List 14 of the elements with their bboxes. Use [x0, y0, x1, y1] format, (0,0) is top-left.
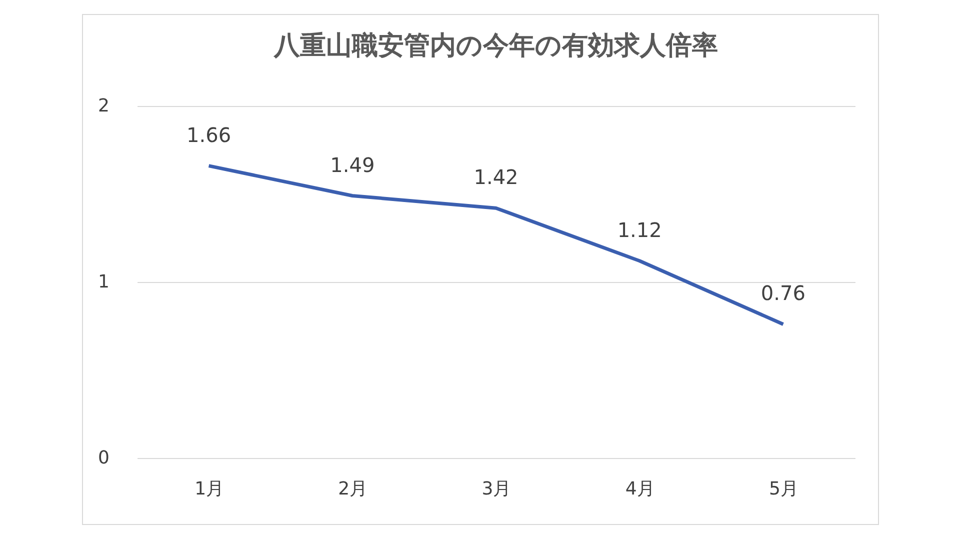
y-tick-label: 0 [98, 448, 110, 468]
chart-title: 八重山職安管内の今年の有効求人倍率 [273, 31, 718, 61]
x-tick-label: 4月 [625, 478, 655, 500]
data-label: 0.76 [760, 281, 806, 306]
x-tick-label: 5月 [768, 478, 798, 500]
data-label: 1.42 [474, 165, 518, 190]
x-tick-label: 2月 [338, 478, 368, 500]
data-label: 1.66 [186, 122, 232, 147]
x-tick-label: 3月 [482, 478, 512, 500]
data-label: 1.12 [617, 218, 662, 242]
y-tick-label: 2 [98, 96, 110, 116]
data-label: 1.49 [330, 152, 375, 177]
x-tick-label: 1月 [194, 478, 224, 500]
y-tick-label: 1 [98, 272, 110, 292]
